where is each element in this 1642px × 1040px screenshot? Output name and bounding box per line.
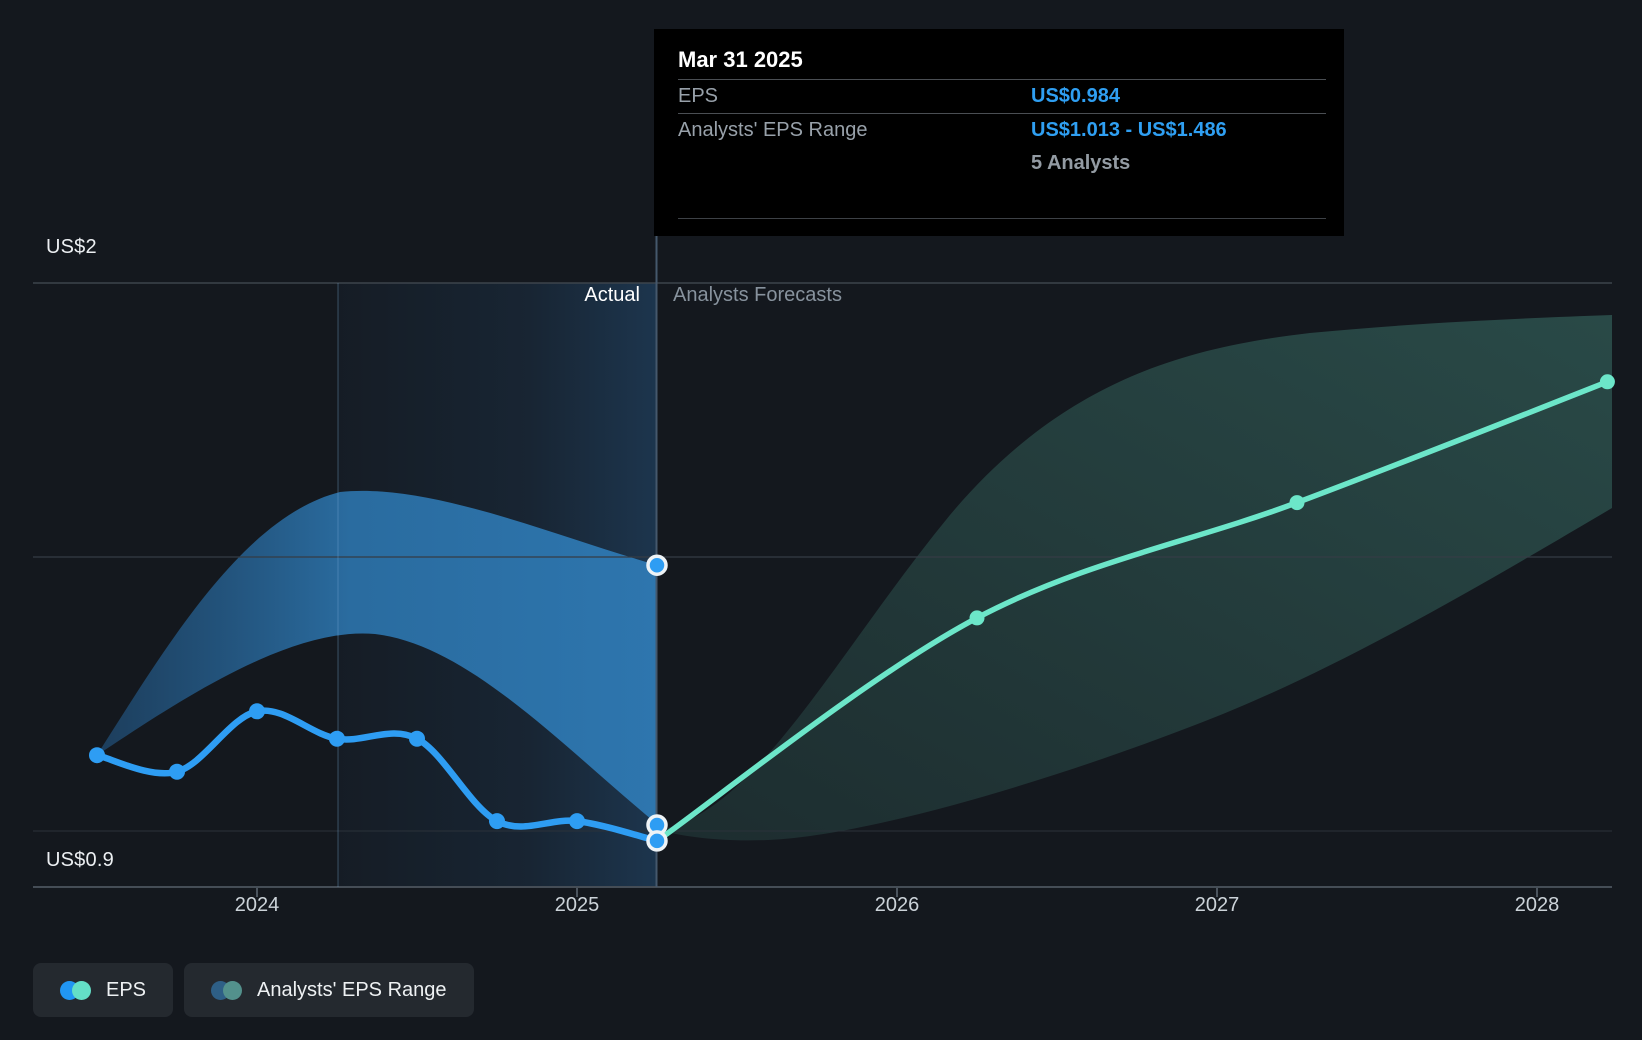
data-point[interactable] [1599, 374, 1615, 390]
chart-legend: EPS Analysts' EPS Range [33, 963, 474, 1017]
eps-actual-line [93, 707, 661, 845]
tooltip-range-label: Analysts' EPS Range [678, 119, 868, 141]
range-forecast-color-dot [223, 980, 243, 1000]
data-point[interactable] [169, 763, 185, 780]
tooltip-analysts-count: 5 Analysts [1031, 152, 1131, 174]
x-tick-2026: 2026 [874, 894, 920, 916]
tooltip-range-value: US$1.013 - US$1.486 [1031, 119, 1227, 141]
eps-forecast-points[interactable] [969, 374, 1615, 626]
data-point[interactable] [489, 813, 505, 830]
actual-range-band [97, 490, 657, 824]
highlighted-data-point[interactable] [646, 554, 668, 576]
x-axis-ticks [256, 888, 1538, 897]
data-point[interactable] [249, 703, 265, 720]
legend-range-label: Analysts' EPS Range [257, 978, 447, 1001]
x-tick-2025: 2025 [554, 894, 600, 916]
eps-actual-points[interactable] [89, 703, 585, 830]
x-tick-2028: 2028 [1514, 894, 1560, 916]
highlighted-data-point[interactable] [646, 830, 668, 852]
actual-phase-label: Actual [584, 284, 640, 306]
eps-forecast-line [654, 379, 1611, 844]
chart-tooltip: Mar 31 2025 EPS US$0.984 Analysts' EPS R… [654, 29, 1344, 236]
legend-eps-label: EPS [106, 978, 147, 1001]
data-point[interactable] [409, 730, 425, 747]
tooltip-eps-row: EPS US$0.984 [678, 80, 1326, 113]
data-point[interactable] [329, 730, 345, 747]
forecast-range-band [658, 315, 1612, 841]
tooltip-separator [678, 79, 1326, 80]
tooltip-eps-label: EPS [678, 85, 719, 107]
forecast-phase-label: Analysts Forecasts [673, 284, 842, 306]
legend-item-eps[interactable]: EPS [33, 963, 174, 1017]
data-point[interactable] [969, 610, 985, 626]
tooltip-range-row: Analysts' EPS Range US$1.013 - US$1.486 [678, 114, 1326, 147]
tooltip-bottom-rule [678, 218, 1326, 219]
tooltip-date-title: Mar 31 2025 [678, 47, 803, 72]
x-tick-2027: 2027 [1194, 894, 1240, 916]
data-point[interactable] [1289, 495, 1305, 511]
eps-forecast-color-dot [72, 980, 91, 1000]
data-point[interactable] [89, 747, 105, 764]
legend-item-eps-range[interactable]: Analysts' EPS Range [184, 963, 474, 1017]
tooltip-separator [678, 113, 1326, 114]
data-point[interactable] [569, 813, 585, 830]
tooltip-eps-value: US$0.984 [1031, 85, 1120, 107]
cursor-highlight-points[interactable] [646, 554, 668, 852]
y-axis-label-top: US$2 [46, 236, 97, 258]
x-tick-2024: 2024 [234, 894, 280, 916]
y-axis-label-bottom: US$0.9 [46, 849, 114, 871]
